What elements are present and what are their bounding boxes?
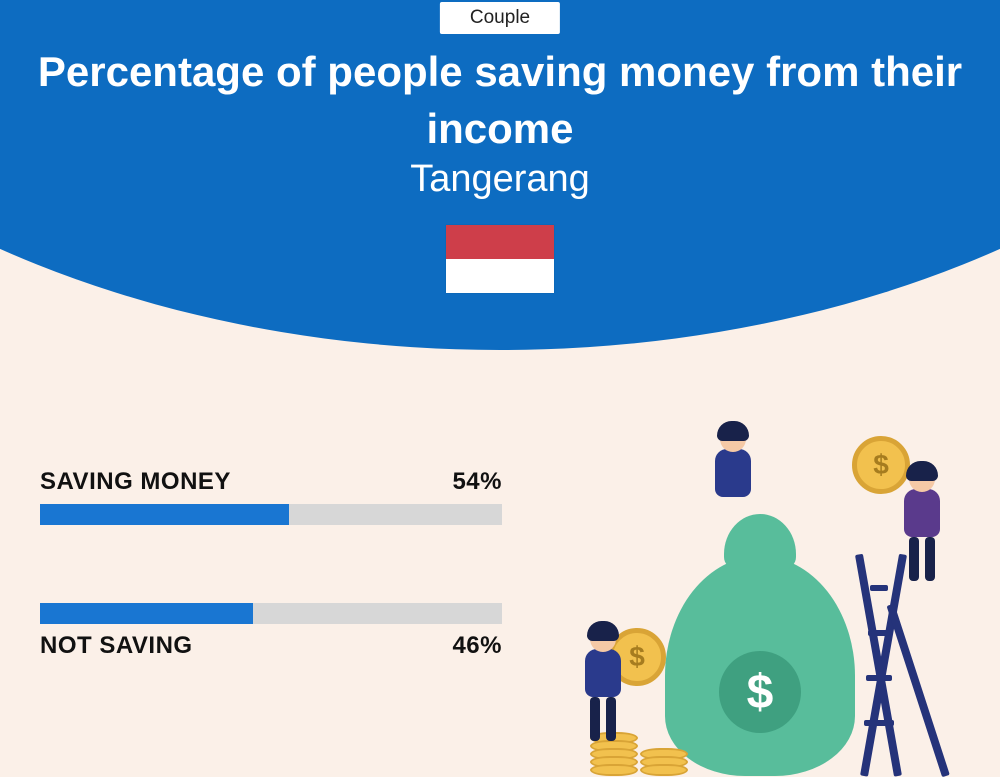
bar-label: NOT SAVING (40, 632, 193, 660)
main-title: Percentage of people saving money from t… (0, 44, 1000, 157)
money-bag-icon: $ (665, 556, 855, 776)
bar-saving-money: SAVING MONEY 54% (40, 468, 502, 525)
ladder-icon (850, 546, 960, 776)
bar-not-saving: NOT SAVING 46% (40, 603, 502, 660)
bar-label-row: SAVING MONEY 54% (40, 468, 502, 496)
savings-illustration: $ $ $ (570, 436, 970, 776)
coin-icon: $ (852, 436, 910, 494)
indonesia-flag (446, 225, 554, 293)
person-icon (720, 426, 751, 497)
flag-stripe-top (446, 225, 554, 259)
bar-fill (40, 504, 289, 525)
bar-fill (40, 603, 253, 624)
bar-track (40, 504, 502, 525)
flag-stripe-bottom (446, 259, 554, 293)
bar-label: SAVING MONEY (40, 468, 231, 496)
person-icon (590, 626, 621, 746)
dollar-circle-icon: $ (719, 651, 801, 733)
bar-value: 46% (452, 632, 502, 660)
bar-value: 54% (452, 468, 502, 496)
location-subtitle: Tangerang (0, 158, 1000, 201)
bar-chart: SAVING MONEY 54% NOT SAVING 46% (40, 468, 502, 738)
category-badge: Couple (440, 2, 560, 34)
coin-stack-icon (640, 752, 688, 776)
bar-track (40, 603, 502, 624)
person-icon (909, 466, 940, 586)
bar-label-row: NOT SAVING 46% (40, 632, 502, 660)
